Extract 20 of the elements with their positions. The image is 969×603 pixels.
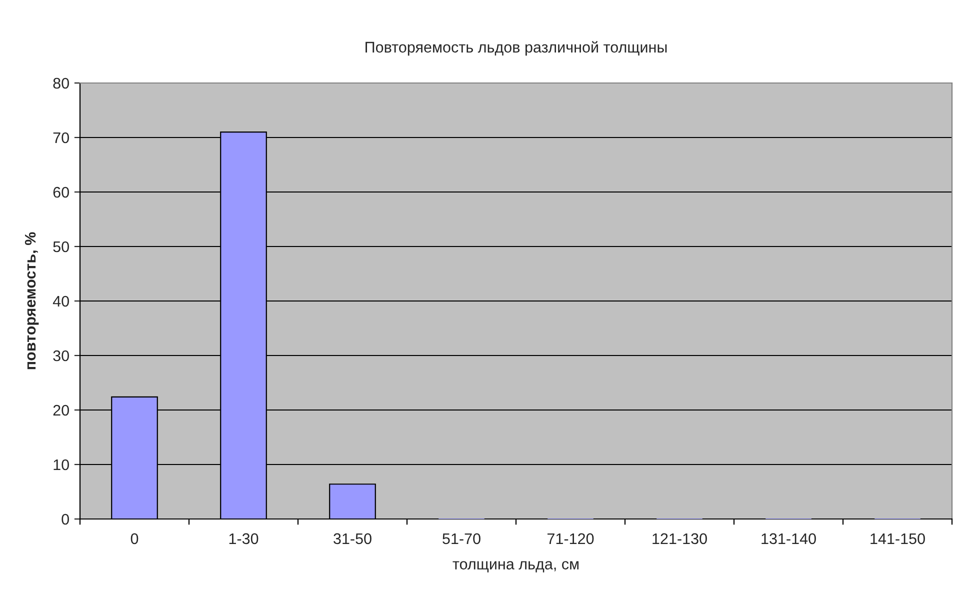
x-tick-label: 0	[130, 533, 138, 544]
y-tick-label: 70	[53, 132, 69, 144]
x-tick-label: 51-70	[442, 533, 480, 544]
x-axis-title: толщина льда, см	[452, 561, 578, 572]
y-tick-label: 20	[53, 404, 69, 416]
y-tick-label: 60	[53, 186, 69, 198]
y-tick-label: 10	[54, 459, 69, 470]
y-tick-label: 0	[62, 514, 69, 525]
y-tick-label: 30	[53, 350, 69, 362]
y-axis-title: повторяемость, %	[24, 232, 39, 370]
x-tick-label: 31-50	[334, 533, 372, 544]
y-tick-label: 80	[53, 78, 69, 89]
x-tick-label: 71-120	[548, 533, 594, 544]
y-tick-label: 50	[53, 241, 69, 252]
y-tick-label: 40	[52, 296, 69, 307]
x-tick-label: 131-140	[762, 533, 816, 544]
x-tick-label: 121-130	[652, 533, 707, 544]
x-tick-label: 141-150	[870, 533, 925, 544]
x-tick-label: 1-30	[229, 533, 258, 544]
chart-title: Повторяемость льдов различной толщины	[366, 41, 667, 56]
